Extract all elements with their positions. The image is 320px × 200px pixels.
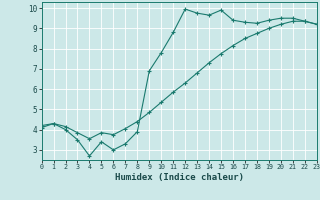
X-axis label: Humidex (Indice chaleur): Humidex (Indice chaleur) bbox=[115, 173, 244, 182]
